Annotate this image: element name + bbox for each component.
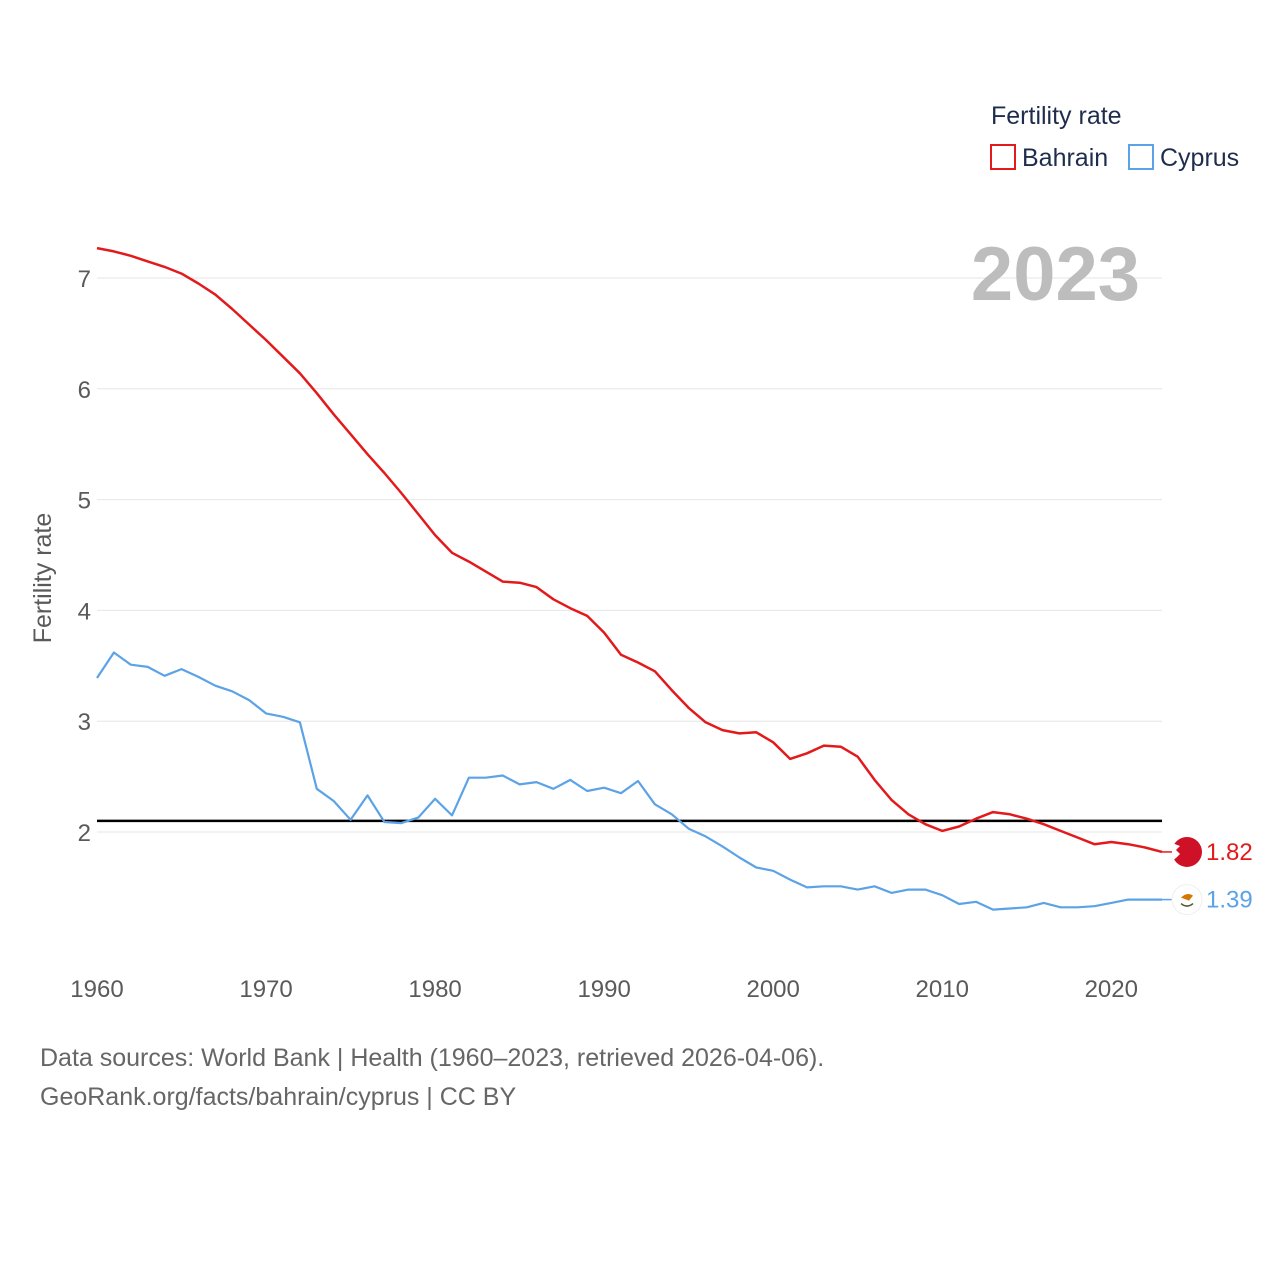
x-tick-label: 2000 bbox=[746, 976, 799, 1003]
y-tick-label: 6 bbox=[78, 377, 91, 404]
y-axis-ticks: 2 3 4 5 6 7 bbox=[78, 266, 91, 847]
y-tick-label: 7 bbox=[78, 266, 91, 293]
x-tick-label: 2010 bbox=[916, 976, 969, 1003]
cyprus-flag-icon bbox=[1171, 884, 1203, 916]
legend-item-cyprus[interactable]: Cyprus bbox=[1128, 144, 1239, 172]
series-line-cyprus[interactable] bbox=[96, 651, 1162, 911]
legend-label-bahrain: Bahrain bbox=[1022, 144, 1108, 172]
series-lines bbox=[96, 246, 1163, 911]
x-axis-ticks: 1960 1970 1980 1990 2000 2010 2020 bbox=[70, 976, 1138, 1003]
series-line-bahrain[interactable] bbox=[96, 246, 1163, 854]
x-tick-label: 1990 bbox=[577, 976, 630, 1003]
legend-title: Fertility rate bbox=[991, 102, 1122, 130]
x-tick-label: 1960 bbox=[70, 976, 123, 1003]
year-watermark: 2023 bbox=[971, 232, 1140, 317]
legend-item-bahrain[interactable]: Bahrain bbox=[990, 144, 1108, 172]
y-axis-title: Fertility rate bbox=[29, 513, 57, 644]
data-source-text: Data sources: World Bank | Health (1960–… bbox=[40, 1044, 825, 1072]
legend-swatch-bahrain bbox=[990, 144, 1016, 170]
x-tick-label: 1970 bbox=[239, 976, 292, 1003]
attribution-link[interactable]: GeoRank.org/facts/bahrain/cyprus | CC BY bbox=[40, 1083, 517, 1111]
legend: Fertility rate Bahrain Cyprus bbox=[990, 102, 1239, 172]
y-tick-label: 2 bbox=[78, 820, 91, 847]
y-tick-label: 3 bbox=[78, 709, 91, 736]
y-tick-label: 4 bbox=[78, 598, 91, 625]
legend-label-cyprus: Cyprus bbox=[1160, 144, 1239, 172]
x-tick-label: 2020 bbox=[1085, 976, 1138, 1003]
end-value-label-cyprus: 1.39 bbox=[1206, 887, 1253, 914]
gridlines bbox=[97, 277, 1162, 833]
bahrain-flag-icon bbox=[1172, 836, 1202, 867]
legend-swatch-cyprus bbox=[1128, 144, 1154, 170]
y-tick-label: 5 bbox=[78, 488, 91, 515]
end-value-label-bahrain: 1.82 bbox=[1206, 839, 1253, 866]
x-tick-label: 1980 bbox=[408, 976, 461, 1003]
series-end-markers: 1.82 1.39 bbox=[1162, 836, 1253, 916]
